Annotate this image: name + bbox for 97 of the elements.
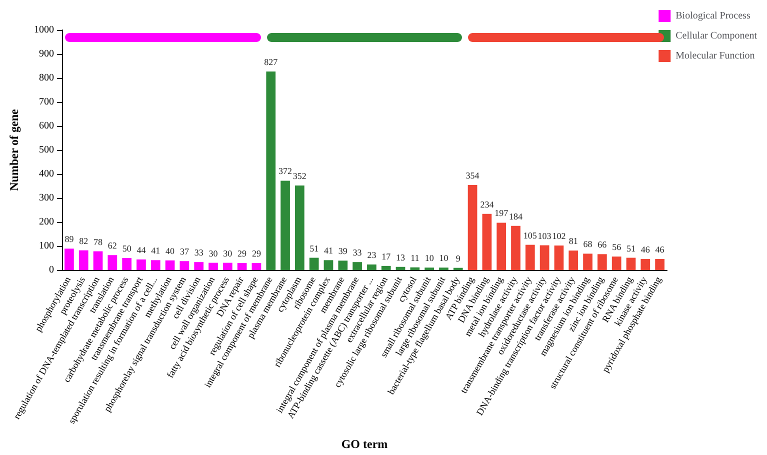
y-axis-title: Number of gene xyxy=(7,108,21,191)
bar xyxy=(381,266,391,270)
data-label: 30 xyxy=(208,248,218,258)
data-label: 354 xyxy=(466,170,480,181)
data-label: 17 xyxy=(382,251,392,262)
bar xyxy=(309,258,319,270)
y-tick-label: 400 xyxy=(39,168,54,180)
bar xyxy=(294,186,304,270)
bar xyxy=(266,72,276,270)
bar xyxy=(655,258,664,270)
bar xyxy=(482,214,492,270)
bar xyxy=(468,185,478,270)
data-label: 40 xyxy=(166,246,176,256)
data-label: 89 xyxy=(64,234,74,244)
data-label: 37 xyxy=(180,246,190,257)
data-label: 82 xyxy=(79,236,88,246)
bar xyxy=(93,251,103,270)
data-label: 81 xyxy=(568,236,578,246)
data-label: 184 xyxy=(509,211,523,222)
bar xyxy=(180,261,190,270)
data-label: 102 xyxy=(552,231,566,242)
data-label: 372 xyxy=(278,166,292,176)
bar xyxy=(194,262,204,270)
data-label: 33 xyxy=(194,248,204,258)
data-label: 41 xyxy=(324,246,333,256)
bar xyxy=(511,226,520,270)
data-label: 51 xyxy=(310,243,319,254)
y-tick-label: 300 xyxy=(39,192,54,204)
bar xyxy=(568,250,578,270)
bar xyxy=(410,267,420,270)
bar xyxy=(496,222,506,270)
y-tick-label: 500 xyxy=(39,144,54,156)
data-label: 10 xyxy=(424,253,434,264)
y-tick-label: 900 xyxy=(39,48,54,60)
bar xyxy=(165,260,175,270)
bar xyxy=(396,266,406,270)
data-label: 9 xyxy=(456,253,461,264)
data-label: 29 xyxy=(252,248,262,259)
legend-label: Molecular Function xyxy=(676,50,755,62)
y-tick-label: 0 xyxy=(49,264,54,276)
bar xyxy=(150,260,160,270)
data-label: 46 xyxy=(640,244,650,254)
y-tick-label: 1000 xyxy=(34,24,54,36)
bar xyxy=(64,248,74,270)
bar xyxy=(108,255,118,270)
data-label: 234 xyxy=(480,199,494,210)
bar xyxy=(597,254,607,270)
bar xyxy=(122,258,132,270)
x-axis-title: GO term xyxy=(341,437,388,451)
y-tick-label: 200 xyxy=(39,216,54,228)
data-label: 11 xyxy=(410,252,420,263)
data-label: 352 xyxy=(292,171,306,182)
data-label: 827 xyxy=(264,57,278,68)
bar xyxy=(208,262,218,270)
y-tick-label: 800 xyxy=(39,72,54,84)
legend-label: Biological Process xyxy=(676,10,750,22)
bar xyxy=(338,260,348,270)
data-label: 50 xyxy=(122,244,132,254)
data-label: 29 xyxy=(238,248,248,259)
bar xyxy=(626,258,636,270)
bar xyxy=(280,180,290,270)
bar xyxy=(136,259,146,270)
data-label: 56 xyxy=(612,242,622,252)
bar xyxy=(324,260,334,270)
data-label: 30 xyxy=(223,248,233,258)
bar xyxy=(352,262,362,270)
legend-label: Cellular Component xyxy=(676,30,758,42)
data-label: 10 xyxy=(439,253,449,264)
data-label: 66 xyxy=(598,240,608,250)
data-label: 68 xyxy=(583,239,593,250)
y-tick-label: 600 xyxy=(39,120,54,132)
data-label: 78 xyxy=(94,236,104,247)
y-tick-label: 100 xyxy=(39,240,54,252)
data-label: 39 xyxy=(338,246,348,256)
bar xyxy=(640,258,650,270)
bar xyxy=(554,246,564,270)
data-label: 46 xyxy=(655,244,665,254)
data-label: 105 xyxy=(523,230,538,240)
bar xyxy=(222,262,232,270)
bar xyxy=(612,256,622,270)
bar xyxy=(525,244,535,270)
data-label: 33 xyxy=(352,248,362,258)
data-label: 103 xyxy=(538,230,552,241)
bar xyxy=(583,254,592,270)
bar xyxy=(78,250,88,270)
data-label: 23 xyxy=(367,250,377,260)
bar xyxy=(237,263,247,270)
bar xyxy=(540,245,550,270)
data-label: 41 xyxy=(151,246,160,256)
bar xyxy=(252,263,262,270)
data-label: 13 xyxy=(396,252,406,262)
bar xyxy=(367,264,376,270)
data-label: 197 xyxy=(494,208,509,218)
data-label: 44 xyxy=(136,244,146,255)
y-tick-label: 700 xyxy=(39,96,54,108)
data-label: 51 xyxy=(626,243,636,254)
data-label: 62 xyxy=(108,240,117,251)
